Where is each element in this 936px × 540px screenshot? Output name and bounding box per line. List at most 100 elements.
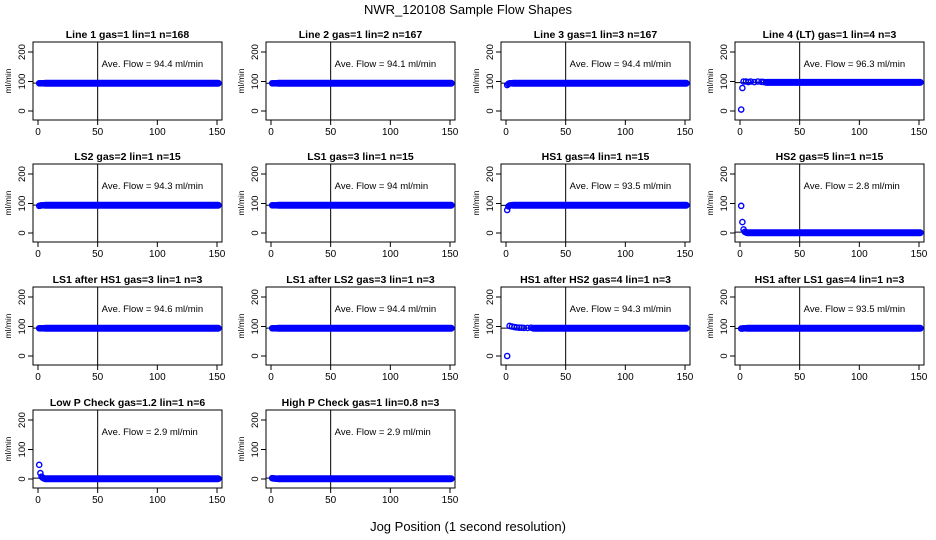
x-tick-label: 0 xyxy=(35,495,41,506)
x-tick-label: 50 xyxy=(325,127,337,138)
y-tick-label: 0 xyxy=(250,353,261,358)
panel-title: HS2 gas=5 lin=1 n=15 xyxy=(776,151,884,163)
panel-title: HS1 gas=4 lin=1 n=15 xyxy=(542,151,650,163)
y-tick-label: 0 xyxy=(719,108,730,113)
x-tick-label: 0 xyxy=(503,127,509,138)
panel-title: LS2 gas=2 lin=1 n=15 xyxy=(74,151,181,163)
x-tick-label: 150 xyxy=(209,372,226,383)
data-point xyxy=(737,106,745,113)
y-tick-label: 0 xyxy=(250,230,261,235)
x-tick-label: 150 xyxy=(442,249,459,260)
x-tick-label: 100 xyxy=(149,372,166,383)
figure-title: NWR_120108 Sample Flow Shapes xyxy=(363,2,573,17)
panel-title: LS1 gas=3 lin=1 n=15 xyxy=(307,151,414,163)
y-tick-label: 200 xyxy=(250,166,261,182)
y-tick-label: 100 xyxy=(485,74,496,90)
data-point xyxy=(739,84,746,92)
y-tick-label: 200 xyxy=(719,289,730,305)
panel-13: Low P Check gas=1.2 lin=1 n=6 0 50 100 150 0 1… xyxy=(3,397,226,506)
data-point xyxy=(520,324,528,332)
x-tick-label: 100 xyxy=(851,127,868,138)
panel-title: Low P Check gas=1.2 lin=1 n=6 xyxy=(50,397,205,409)
y-tick-label: 0 xyxy=(485,230,496,235)
panel-title: LS1 after HS1 gas=3 lin=1 n=3 xyxy=(53,274,203,286)
panel-12: HS1 after LS1 gas=4 lin=1 n=3 0 50 100 150 0 1… xyxy=(705,274,928,383)
x-tick-label: 0 xyxy=(268,249,274,260)
y-axis-label: ml/min xyxy=(236,313,246,338)
average-flow-annotation: Ave. Flow = 94.6 ml/min xyxy=(102,304,203,315)
average-flow-annotation: Ave. Flow = 96.3 ml/min xyxy=(804,59,905,70)
x-tick-label: 100 xyxy=(149,495,166,506)
panel-title: Line 2 gas=1 lin=2 n=167 xyxy=(299,29,423,41)
panel-6: LS1 gas=3 lin=1 n=15 0 50 100 150 0 100 200 ml/m… xyxy=(236,151,459,260)
panel-title: HS1 after HS2 gas=4 lin=1 n=3 xyxy=(520,274,671,286)
average-flow-annotation: Ave. Flow = 94.4 ml/min xyxy=(335,304,436,315)
y-axis-label: ml/min xyxy=(3,436,13,461)
data-point xyxy=(503,352,511,360)
panel-title: Line 1 gas=1 lin=1 n=168 xyxy=(66,29,190,41)
x-tick-label: 150 xyxy=(677,249,694,260)
panel-title: Line 3 gas=1 lin=3 n=167 xyxy=(534,29,658,41)
average-flow-annotation: Ave. Flow = 2.9 ml/min xyxy=(102,427,198,438)
data-point xyxy=(742,324,750,332)
x-tick-label: 150 xyxy=(209,249,226,260)
x-tick-label: 150 xyxy=(911,372,928,383)
x-tick-label: 100 xyxy=(617,249,634,260)
x-tick-label: 50 xyxy=(325,495,337,506)
data-point xyxy=(742,229,750,236)
data-point xyxy=(747,78,755,85)
x-tick-label: 0 xyxy=(503,249,509,260)
x-tick-label: 50 xyxy=(794,249,806,260)
data-point xyxy=(758,78,765,86)
average-flow-annotation: Ave. Flow = 93.5 ml/min xyxy=(804,304,905,315)
x-tick-label: 50 xyxy=(560,372,572,383)
data-point xyxy=(40,79,48,87)
y-tick-label: 200 xyxy=(485,289,496,305)
y-tick-label: 0 xyxy=(17,353,28,358)
data-point xyxy=(518,324,525,331)
panel-9: LS1 after HS1 gas=3 lin=1 n=3 0 50 100 150 0 1… xyxy=(3,274,226,383)
x-tick-label: 100 xyxy=(851,249,868,260)
x-tick-label: 0 xyxy=(737,249,743,260)
average-flow-annotation: Ave. Flow = 93.5 ml/min xyxy=(570,181,671,192)
data-point xyxy=(760,78,768,86)
y-tick-label: 100 xyxy=(17,319,28,335)
x-tick-label: 150 xyxy=(209,495,226,506)
x-tick-label: 0 xyxy=(268,495,274,506)
x-tick-label: 150 xyxy=(442,372,459,383)
y-tick-label: 100 xyxy=(250,196,261,212)
x-tick-label: 150 xyxy=(677,127,694,138)
y-tick-label: 200 xyxy=(250,44,261,60)
panel-title: Line 4 (LT) gas=1 lin=4 n=3 xyxy=(763,29,897,41)
x-tick-label: 50 xyxy=(92,495,104,506)
data-point xyxy=(40,324,48,332)
x-tick-label: 50 xyxy=(92,127,104,138)
y-axis-label: ml/min xyxy=(3,190,13,215)
y-tick-label: 200 xyxy=(17,412,28,428)
x-tick-label: 100 xyxy=(382,127,399,138)
x-tick-label: 0 xyxy=(35,249,41,260)
y-tick-label: 200 xyxy=(719,166,730,182)
x-tick-label: 0 xyxy=(35,372,41,383)
y-tick-label: 100 xyxy=(250,319,261,335)
panel-title: HS1 after LS1 gas=4 lin=1 n=3 xyxy=(755,274,905,286)
x-tick-label: 50 xyxy=(325,372,337,383)
x-tick-label: 150 xyxy=(209,127,226,138)
y-tick-label: 0 xyxy=(17,476,28,481)
average-flow-annotation: Ave. Flow = 94.4 ml/min xyxy=(102,59,203,70)
y-tick-label: 100 xyxy=(250,74,261,90)
y-axis-label: ml/min xyxy=(471,313,481,338)
x-tick-label: 0 xyxy=(35,127,41,138)
average-flow-annotation: Ave. Flow = 94 ml/min xyxy=(335,181,429,192)
y-axis-label: ml/min xyxy=(471,68,481,93)
data-point xyxy=(273,79,281,87)
y-tick-label: 0 xyxy=(250,476,261,481)
x-tick-label: 150 xyxy=(442,495,459,506)
y-tick-label: 200 xyxy=(250,289,261,305)
panel-8: HS2 gas=5 lin=1 n=15 0 50 100 150 0 100 200 ml/m… xyxy=(705,151,928,260)
y-tick-label: 200 xyxy=(485,44,496,60)
x-tick-label: 100 xyxy=(851,372,868,383)
y-axis-label: ml/min xyxy=(236,68,246,93)
data-point xyxy=(508,79,516,87)
data-point xyxy=(737,202,745,210)
